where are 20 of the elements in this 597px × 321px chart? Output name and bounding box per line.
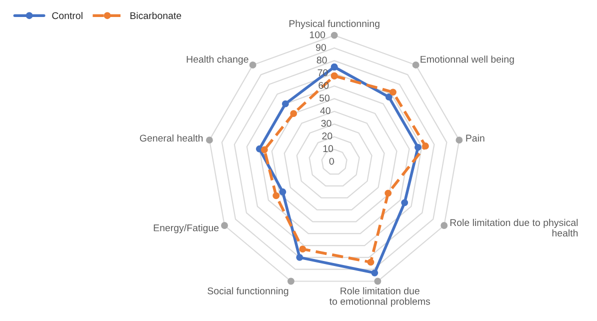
y-tick-label: 80 xyxy=(316,56,327,64)
y-tick-label: 30 xyxy=(321,120,332,127)
spoke-label: Health change xyxy=(186,56,248,65)
spoke-label: Role limitation due to emotionnal problems xyxy=(329,287,430,307)
y-tick-label: 100 xyxy=(310,31,326,38)
spoke-label: Energy/Fatigue xyxy=(154,224,219,234)
legend-label: Control xyxy=(52,12,82,20)
y-tick-label: 50 xyxy=(319,94,330,102)
spoke-label: Role limitation due to physical health xyxy=(450,218,578,237)
y-tick-label: 40 xyxy=(320,107,330,114)
y-tick-label: 20 xyxy=(322,132,332,140)
spoke-label: Social functionning xyxy=(208,287,288,296)
legend-label: Bicarbonate xyxy=(130,12,182,20)
spoke-label: Emotionnal well being xyxy=(420,56,514,65)
y-tick-label: 0 xyxy=(329,158,334,165)
y-tick-label: 10 xyxy=(323,145,334,152)
spoke-label: Physical functionning xyxy=(289,20,380,29)
spoke-label: General health xyxy=(140,134,203,142)
spoke-label: Pain xyxy=(466,134,484,142)
y-tick-label: 90 xyxy=(316,44,326,51)
